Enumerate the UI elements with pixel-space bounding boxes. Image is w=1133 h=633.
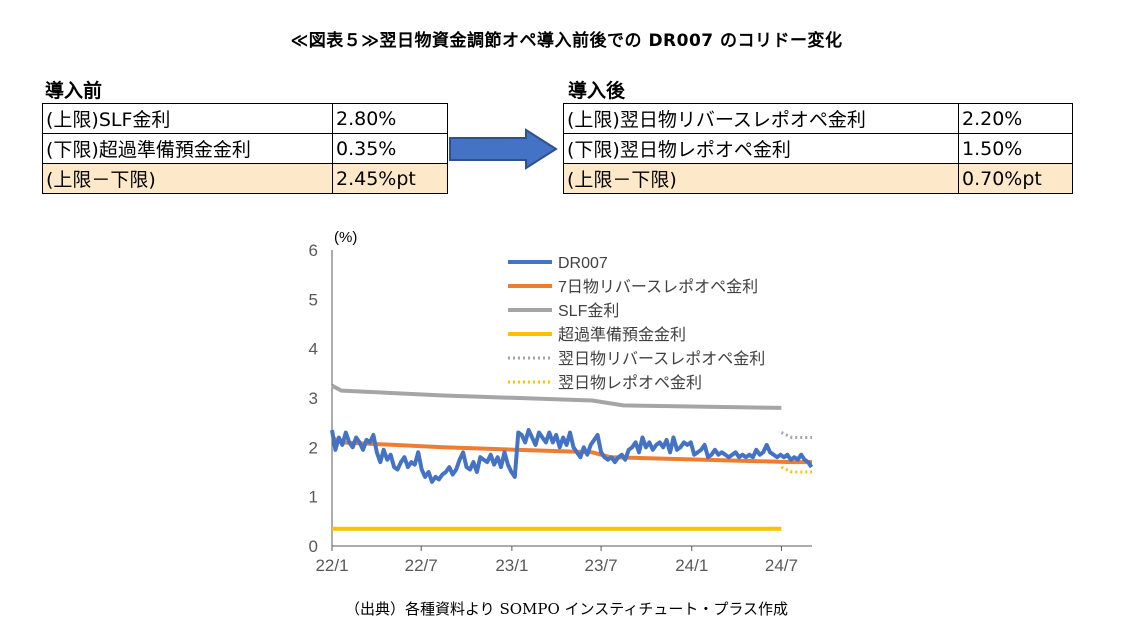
x-axis: 22/1 22/7 23/1 23/7 24/1 24/7 — [315, 546, 798, 575]
row-label: (上限)SLF金利 — [42, 103, 333, 134]
row-label: (上限)翌日物リバースレポオペ金利 — [563, 103, 959, 134]
row-label: (上限－下限) — [42, 163, 333, 194]
table-row: (上限)翌日物リバースレポオペ金利 2.20% — [563, 103, 1073, 134]
table-row: (上限)SLF金利 2.80% — [42, 103, 448, 134]
row-value: 2.80% — [332, 103, 448, 134]
row-value: 2.45%pt — [332, 163, 448, 194]
y-axis-unit-label: (%) — [334, 229, 357, 246]
series-layer — [330, 383, 814, 531]
legend-label-5: 翌日物レポオペ金利 — [558, 374, 702, 392]
x-tick-label: 22/7 — [405, 556, 438, 575]
legend: DR007 7日物リバースレポオペ金利 SLF金利超過準備預金金利翌日物リバースレポ… — [508, 255, 765, 392]
y-tick-label: 0 — [309, 537, 318, 556]
row-value: 1.50% — [958, 133, 1073, 164]
table-row-spread: (上限－下限) 2.45%pt — [42, 163, 448, 194]
legend-label-0: DR007 — [558, 255, 608, 272]
y-tick-label: 1 — [309, 488, 318, 507]
y-tick-label: 2 — [309, 438, 318, 457]
y-tick-label: 3 — [309, 389, 318, 408]
x-tick-label: 24/1 — [675, 556, 708, 575]
after-rate-table: (上限)翌日物リバースレポオペ金利 2.20% (下限)翌日物レポオペ金利 1.… — [563, 103, 1073, 194]
series-line-5 — [780, 465, 812, 474]
before-header: 導入前 — [45, 80, 103, 102]
after-header: 導入後 — [568, 80, 626, 102]
row-label: (下限)超過準備預金金利 — [42, 133, 333, 164]
legend-label-3: 超過準備預金金利 — [558, 326, 686, 344]
table-row: (下限)翌日物レポオペ金利 1.50% — [563, 133, 1073, 164]
y-axis: (%) 0 1 2 3 4 5 6 — [309, 229, 358, 556]
legend-label-2: SLF金利 — [558, 302, 619, 320]
before-rate-table: (上限)SLF金利 2.80% (下限)超過準備預金金利 0.35% (上限－下… — [42, 103, 448, 194]
y-tick-label: 5 — [309, 290, 318, 309]
figure-title: ≪図表５≫翌日物資金調節オペ導入前後での DR007 のコリドー変化 — [290, 31, 843, 51]
legend-label-4: 翌日物リバースレポオペ金利 — [558, 350, 765, 368]
series-line-0 — [330, 428, 814, 484]
row-value: 0.35% — [332, 133, 448, 164]
row-label: (下限)翌日物レポオペ金利 — [563, 133, 959, 164]
row-value: 2.20% — [958, 103, 1073, 134]
row-label: (上限－下限) — [563, 163, 959, 194]
y-tick-label: 4 — [309, 340, 318, 359]
x-tick-label: 22/1 — [315, 556, 348, 575]
y-tick-label: 6 — [309, 241, 318, 260]
x-tick-label: 24/7 — [765, 556, 798, 575]
table-row-spread: (上限－下限) 0.70%pt — [563, 163, 1073, 194]
plot-frame — [331, 250, 812, 547]
table-row: (下限)超過準備預金金利 0.35% — [42, 133, 448, 164]
dr007-corridor-chart: (%) 0 1 2 3 4 5 6 22/1 22/7 23/1 23/7 24/1 24/7 DR00… — [309, 229, 814, 575]
series-line-2 — [331, 383, 782, 410]
legend-label-1: 7日物リバースレポオペ金利 — [558, 278, 758, 296]
source-note: （出典）各種資料より SOMPO インスティチュート・プラス作成 — [344, 600, 789, 618]
x-tick-label: 23/1 — [495, 556, 528, 575]
x-tick-label: 23/7 — [585, 556, 618, 575]
row-value: 0.70%pt — [958, 163, 1073, 194]
series-line-4 — [780, 431, 812, 439]
right-arrow-icon — [449, 128, 558, 170]
